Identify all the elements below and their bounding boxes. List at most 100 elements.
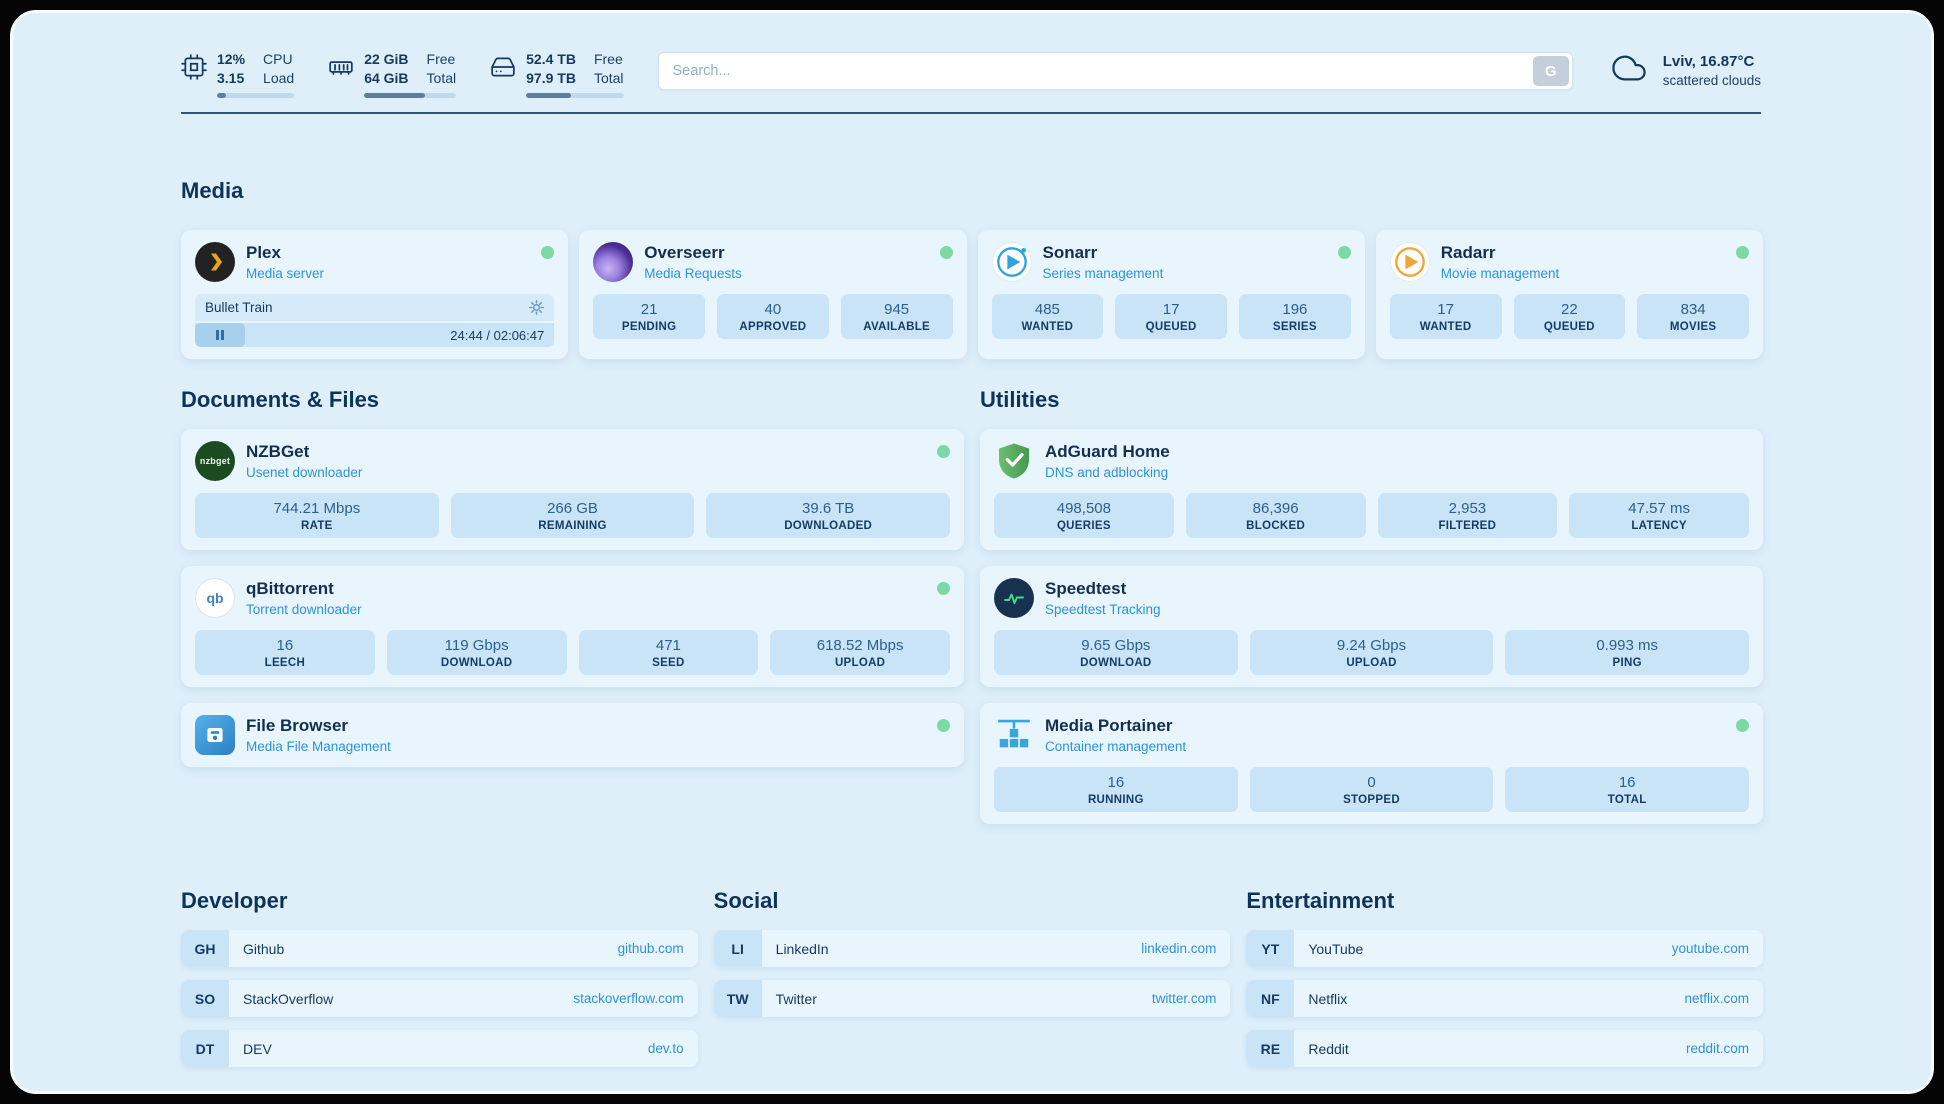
app-card-adguard[interactable]: AdGuard Home DNS and adblocking 498,508 … (980, 429, 1763, 550)
app-card-sonarr[interactable]: Sonarr Series management 485 WANTED 17 Q… (977, 230, 1365, 359)
app-subtitle: Usenet downloader (246, 464, 363, 480)
status-dot (937, 582, 950, 595)
stat-label: PENDING (621, 321, 677, 333)
stat-label: LATENCY (1631, 520, 1687, 532)
stat-downloaded: 39.6 TB DOWNLOADED (706, 493, 951, 538)
stat-value: 16 (276, 637, 294, 654)
ram-icon (328, 54, 354, 98)
app-subtitle: Series management (1042, 265, 1164, 281)
bookmark-name: LinkedIn (775, 940, 829, 957)
section-developer: Developer GH Github github.com SO StackO… (181, 888, 698, 1067)
qbittorrent-icon-text: qb (206, 590, 224, 606)
bookmark-abbr: RE (1246, 1030, 1295, 1067)
ram-widget: 22 GiB 64 GiB Free Total (328, 51, 457, 98)
cpu-usage-value: 12% (217, 51, 246, 67)
bookmark-name: Twitter (775, 990, 817, 1007)
stat-label: WANTED (1419, 321, 1472, 333)
stat-label: SERIES (1272, 321, 1317, 333)
stat-download: 119 Gbps DOWNLOAD (386, 630, 567, 675)
ram-free-label: Free (426, 51, 456, 67)
bookmark-abbr: NF (1246, 980, 1295, 1017)
bookmark-url: github.com (617, 941, 684, 956)
bookmark-stackoverflow[interactable]: SO StackOverflow stackoverflow.com (181, 980, 698, 1017)
ram-progress-fill (364, 93, 425, 98)
app-card-nzbget[interactable]: nzbget NZBGet Usenet downloader 744.21 M… (181, 429, 964, 550)
stat-value: 266 GB (547, 500, 598, 517)
bookmark-reddit[interactable]: RE Reddit reddit.com (1246, 1030, 1763, 1067)
app-subtitle: Media File Management (246, 738, 391, 754)
gear-icon[interactable] (529, 300, 545, 315)
stat-label: QUEUED (1543, 321, 1595, 333)
search-input[interactable] (657, 52, 1573, 90)
disk-icon (490, 54, 516, 98)
stat-label: REMAINING (538, 520, 607, 532)
section-utilities: Utilities (980, 387, 1763, 824)
app-name: Media Portainer (1045, 716, 1173, 735)
bookmark-github[interactable]: GH Github github.com (181, 930, 698, 967)
stat-value: 0.993 ms (1596, 637, 1659, 654)
bookmark-linkedin[interactable]: LI LinkedIn linkedin.com (713, 930, 1231, 967)
stat-value: 86,396 (1252, 500, 1299, 517)
stat-total: 16 TOTAL (1505, 767, 1750, 812)
playback-progress-bar: 24:44 / 02:06:47 (195, 323, 555, 347)
ram-free-value: 22 GiB (364, 51, 409, 67)
stat-value: 17 (1162, 301, 1180, 318)
stat-label: PING (1612, 657, 1642, 669)
section-entertainment: Entertainment YT YouTube youtube.com NF … (1246, 888, 1763, 1067)
bookmark-url: netflix.com (1684, 991, 1749, 1006)
stat-approved: 40 APPROVED (717, 294, 829, 339)
playback-progress-fill (195, 323, 246, 347)
app-card-plex[interactable]: Plex Media server Bullet Train (181, 230, 569, 359)
stat-queued: 17 QUEUED (1115, 294, 1227, 339)
cpu-load-value: 3.15 (217, 70, 245, 86)
stat-label: QUERIES (1056, 520, 1111, 532)
bookmark-dev[interactable]: DT DEV dev.to (181, 1030, 698, 1067)
playback-time: 24:44 / 02:06:47 (450, 327, 545, 343)
stat-value: 196 (1282, 301, 1308, 318)
app-card-overseerr[interactable]: Overseerr Media Requests 21 PENDING 40 A… (579, 230, 967, 359)
app-card-portainer[interactable]: Media Portainer Container management 16 … (980, 703, 1763, 824)
status-dot (1337, 246, 1351, 259)
nzbget-icon: nzbget (195, 441, 235, 481)
section-media: Media Plex Media server (181, 178, 1763, 359)
section-documents: Documents & Files nzbget NZBGet Usenet d… (181, 387, 964, 824)
bookmark-netflix[interactable]: NF Netflix netflix.com (1246, 980, 1763, 1017)
ram-total-value: 64 GiB (364, 70, 409, 86)
search-engine-button[interactable]: G (1532, 56, 1569, 86)
bookmark-url: twitter.com (1151, 991, 1217, 1006)
stat-label: QUEUED (1145, 321, 1197, 333)
bookmark-abbr: GH (181, 930, 229, 967)
app-name: Radarr (1440, 243, 1496, 262)
bookmark-url: stackoverflow.com (573, 991, 684, 1006)
stat-value: 618.52 Mbps (816, 637, 904, 654)
weather-widget: Lviv, 16.87°C scattered clouds (1607, 51, 1761, 90)
stat-label: APPROVED (739, 321, 807, 333)
cpu-widget: 12% 3.15 CPU Load (181, 51, 295, 98)
nzbget-icon-text: nzbget (199, 456, 231, 466)
ram-total-label: Total (426, 70, 457, 86)
stat-blocked: 86,396 BLOCKED (1185, 493, 1366, 538)
bookmark-twitter[interactable]: TW Twitter twitter.com (713, 980, 1231, 1017)
cloud-icon (1607, 51, 1651, 90)
app-subtitle: Torrent downloader (246, 601, 362, 617)
app-name: File Browser (246, 716, 349, 735)
cpu-progress-bar (217, 93, 295, 98)
app-card-filebrowser[interactable]: File Browser Media File Management (181, 703, 964, 767)
app-card-qbittorrent[interactable]: qb qBittorrent Torrent downloader 16 (181, 566, 964, 687)
app-name: NZBGet (246, 442, 310, 461)
pause-icon (216, 330, 225, 340)
stat-movies: 834 MOVIES (1637, 294, 1749, 339)
app-card-radarr[interactable]: Radarr Movie management 17 WANTED 22 QUE… (1375, 230, 1763, 359)
bookmark-youtube[interactable]: YT YouTube youtube.com (1246, 930, 1763, 967)
stat-queued: 22 QUEUED (1513, 294, 1626, 339)
app-card-speedtest[interactable]: Speedtest Speedtest Tracking 9.65 Gbps D… (980, 566, 1763, 687)
stat-value: 39.6 TB (802, 500, 855, 517)
stat-latency: 47.57 ms LATENCY (1569, 493, 1749, 538)
stat-value: 744.21 Mbps (273, 500, 361, 517)
system-metrics: 12% 3.15 CPU Load (181, 51, 624, 98)
status-dot (1736, 246, 1749, 259)
filebrowser-icon (195, 715, 235, 755)
stat-value: 9.24 Gbps (1336, 637, 1407, 654)
section-title-documents: Documents & Files (181, 387, 380, 412)
app-subtitle: Speedtest Tracking (1045, 601, 1161, 617)
